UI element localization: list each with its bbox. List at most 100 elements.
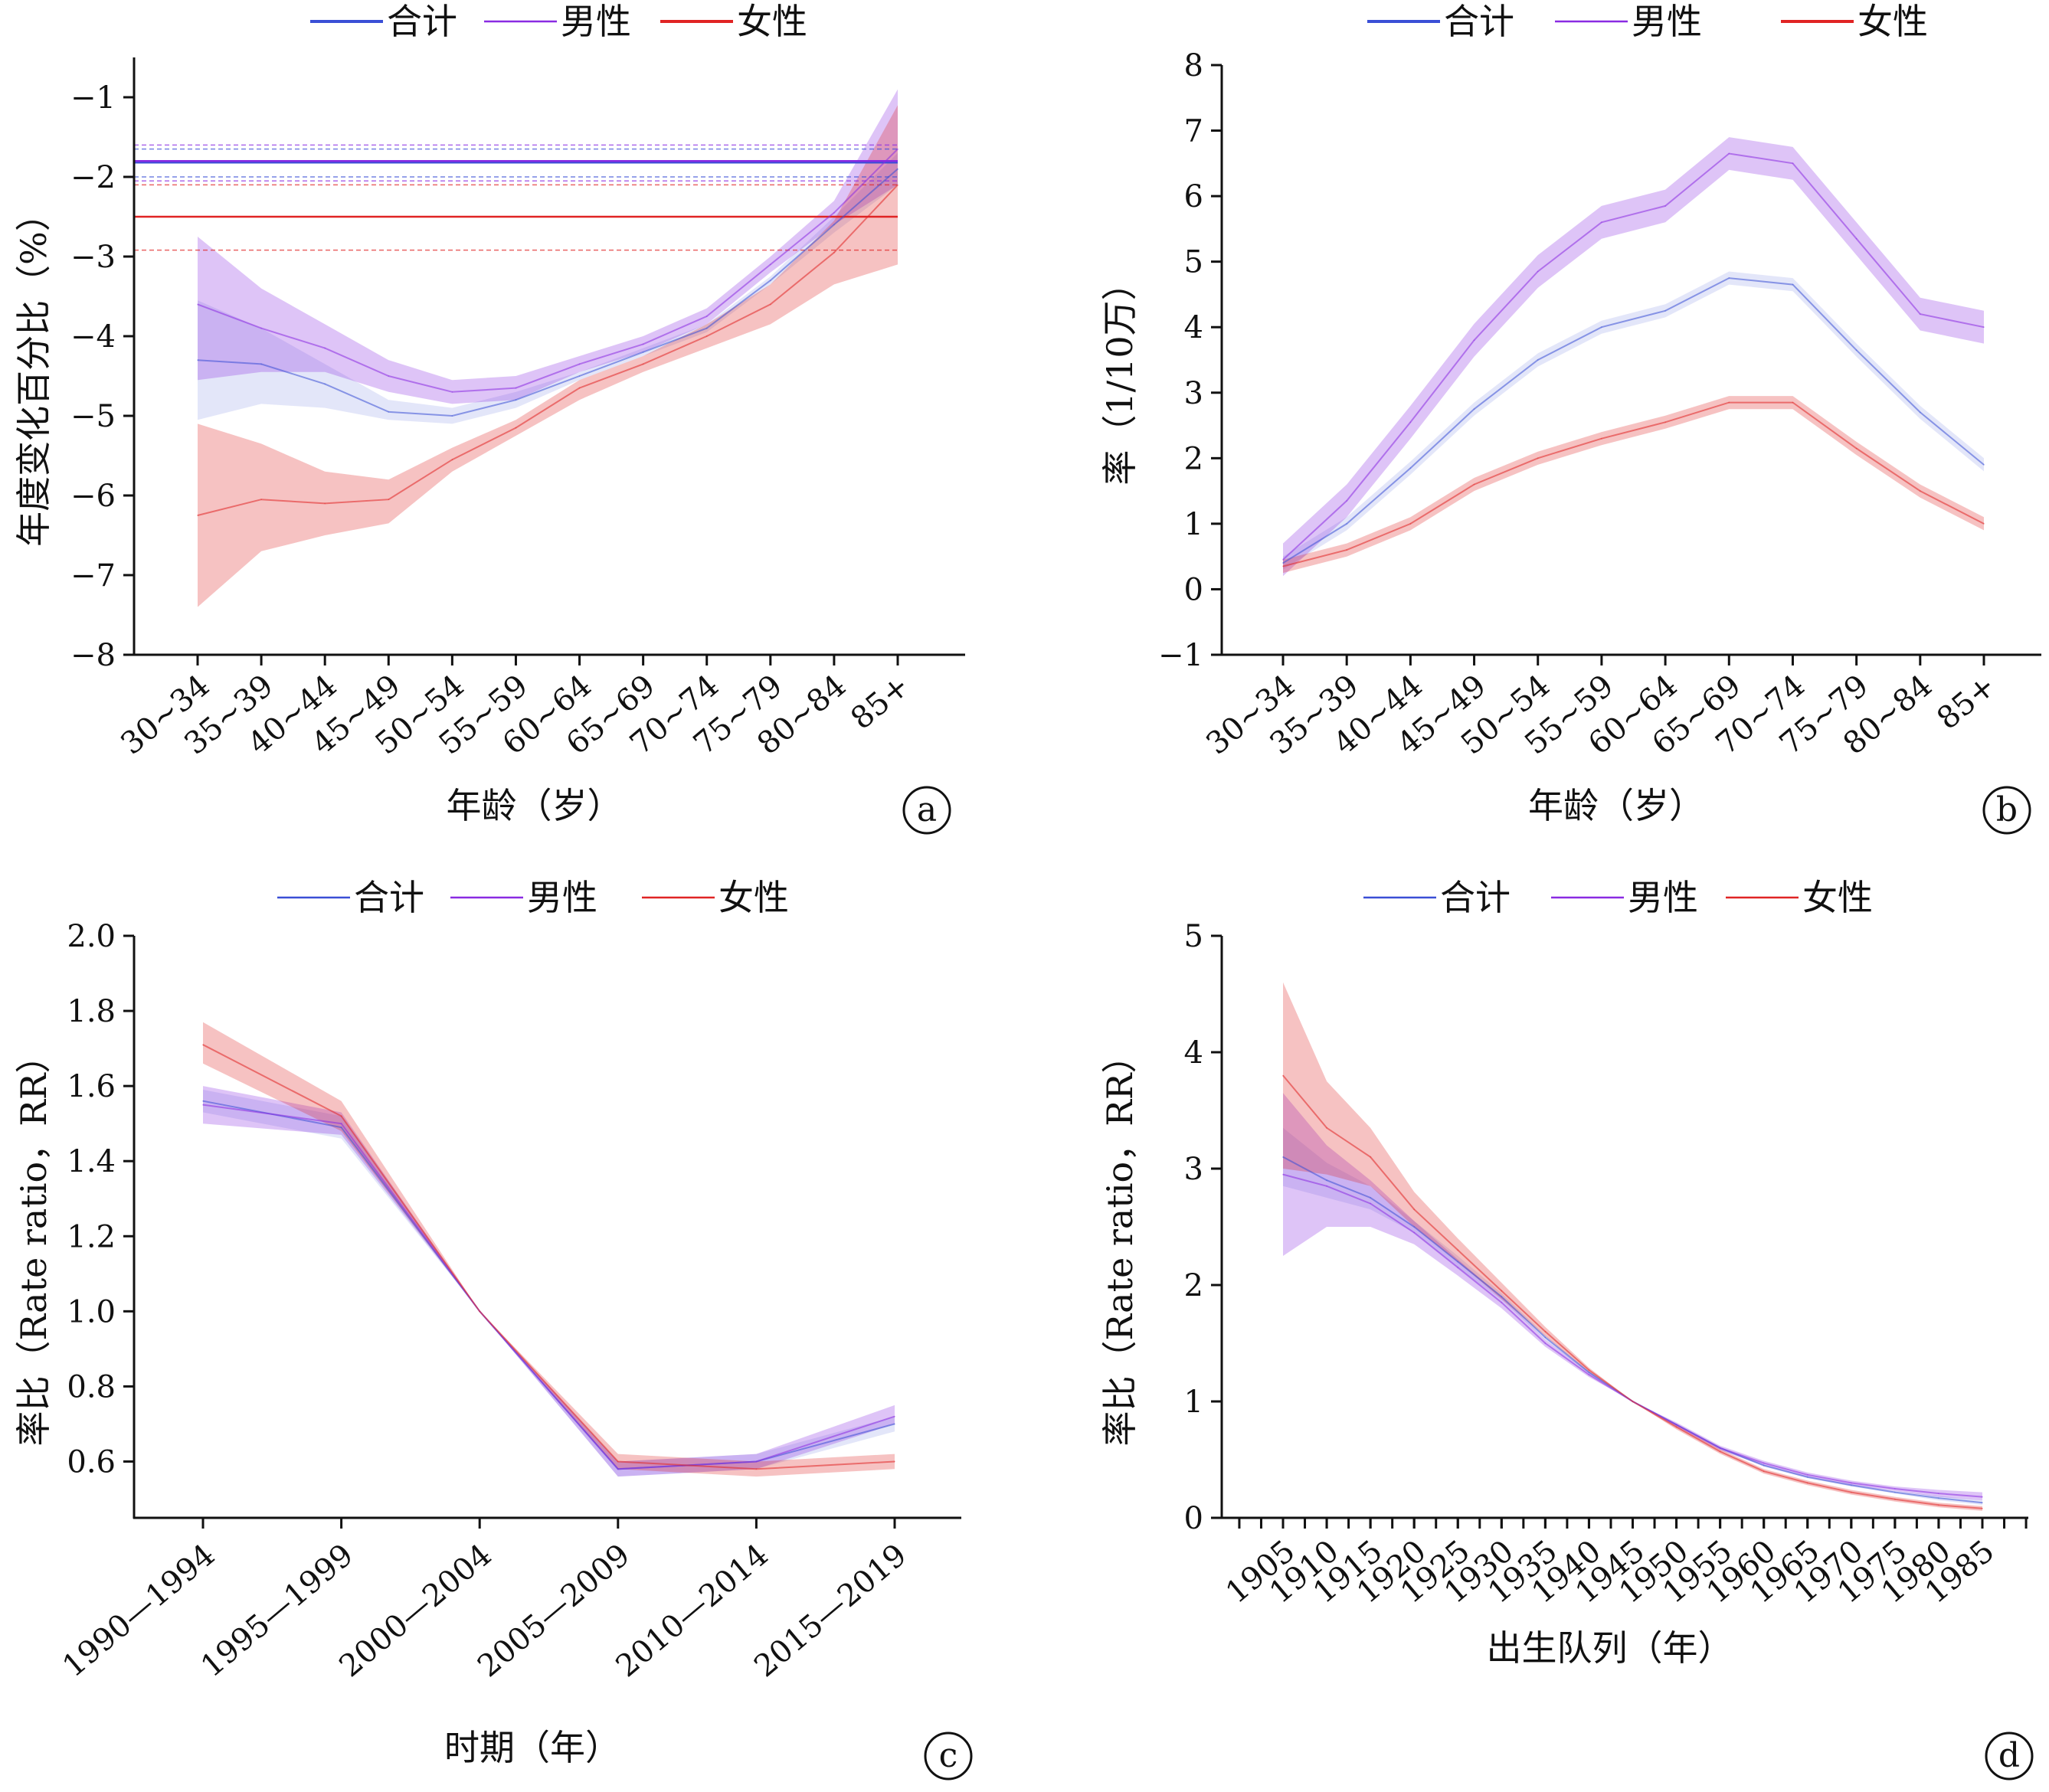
- data-point-total: [1413, 1226, 1415, 1228]
- panel-a: −8−7−6−5−4−3−2−130~3435~3940~4445~4950~5…: [13, 1, 965, 835]
- data-point-total: [197, 359, 198, 361]
- data-point-total: [1544, 1336, 1547, 1339]
- y-tick-label: 4: [1184, 1035, 1203, 1071]
- legend-label-male: 男性: [527, 877, 597, 918]
- data-point-total: [1894, 1491, 1896, 1493]
- data-point-female: [1588, 1369, 1590, 1371]
- data-point-female: [1473, 483, 1475, 486]
- y-tick-label: −7: [70, 558, 116, 594]
- data-point-male: [894, 1415, 895, 1418]
- data-point-total: [894, 1423, 895, 1425]
- ci-band-female: [198, 105, 898, 607]
- y-tick-label: 2: [1184, 441, 1203, 476]
- data-point-female: [1806, 1482, 1808, 1484]
- data-point-female: [1855, 447, 1858, 450]
- data-point-male: [340, 1123, 342, 1124]
- data-point-total: [642, 352, 644, 353]
- data-point-female: [1457, 1249, 1459, 1251]
- series-line-total: [202, 1100, 895, 1470]
- data-point-female: [479, 1310, 480, 1313]
- data-point-total: [833, 224, 835, 226]
- data-point-male: [1282, 1173, 1284, 1176]
- data-point-male: [1326, 1185, 1327, 1187]
- data-point-male: [1806, 1473, 1808, 1476]
- legend-label-total: 合计: [354, 877, 424, 918]
- legend-label-female: 女性: [718, 877, 789, 918]
- legend-label-female: 女性: [1858, 1, 1928, 42]
- data-point-male: [1920, 313, 1921, 315]
- data-point-male: [1719, 1447, 1721, 1449]
- x-axis-title: 年龄（岁）: [447, 785, 623, 826]
- data-point-female: [1632, 1401, 1634, 1402]
- data-point-total: [1326, 1179, 1327, 1181]
- y-axis-title: 年度变化百分比（%）: [13, 196, 54, 547]
- data-point-male: [260, 327, 262, 329]
- y-tick-label: 1.8: [67, 994, 116, 1029]
- data-point-female: [197, 515, 198, 516]
- legend-label-male: 男性: [1632, 1, 1702, 42]
- data-point-total: [1938, 1497, 1939, 1499]
- x-tick-label: 85+: [1930, 668, 2002, 737]
- ci-band-female: [203, 1022, 895, 1477]
- data-point-female: [202, 1044, 204, 1045]
- series-line-female: [197, 184, 898, 516]
- data-point-female: [1413, 1208, 1415, 1210]
- data-point-female: [1282, 1074, 1284, 1077]
- data-point-female: [1920, 490, 1921, 492]
- panel-letter-circle: [924, 1732, 973, 1781]
- data-point-total: [1501, 1296, 1503, 1297]
- ci-band-total: [1283, 271, 1984, 570]
- data-point-female: [1792, 401, 1794, 404]
- data-point-male: [515, 387, 517, 389]
- legend-label-total: 合计: [1444, 1, 1514, 42]
- data-point-female: [642, 363, 644, 365]
- data-point-female: [1851, 1491, 1852, 1493]
- data-point-male: [1346, 500, 1347, 502]
- data-point-female: [388, 499, 390, 500]
- y-tick-label: 0: [1184, 1501, 1203, 1536]
- y-tick-label: 2.0: [67, 919, 116, 954]
- y-tick-label: −5: [70, 399, 116, 434]
- data-point-total: [324, 383, 326, 385]
- data-point-female: [324, 502, 326, 505]
- series-line-male: [1282, 152, 1985, 561]
- data-point-female: [1326, 1127, 1327, 1129]
- data-point-female: [705, 335, 708, 337]
- data-point-total: [1983, 464, 1985, 466]
- data-point-total: [1601, 326, 1602, 329]
- panel-letter-circle: [1985, 1732, 2034, 1781]
- data-point-male: [705, 316, 708, 317]
- data-point-male: [1409, 421, 1412, 423]
- ci-band-total: [203, 1090, 895, 1477]
- y-tick-label: 6: [1184, 179, 1203, 214]
- series-line-female: [202, 1044, 895, 1470]
- data-point-male: [1983, 326, 1985, 329]
- y-tick-label: 1.2: [67, 1219, 116, 1254]
- x-axis-title: 出生队列（年）: [1487, 1627, 1733, 1669]
- x-tick-label: 85+: [844, 668, 916, 737]
- x-tick-label: 1990—1994: [56, 1537, 221, 1684]
- data-point-total: [705, 327, 708, 329]
- data-point-male: [1588, 1374, 1590, 1375]
- data-point-male: [578, 363, 581, 365]
- x-tick-label: 1995—1999: [195, 1537, 360, 1684]
- ci-band-male: [1283, 137, 1984, 577]
- panel-letter-circle: [902, 786, 951, 835]
- x-axis-title: 时期（年）: [444, 1727, 620, 1768]
- series-line-total: [197, 168, 898, 417]
- data-point-female: [1409, 523, 1412, 525]
- data-point-female: [1346, 549, 1347, 551]
- data-point-female: [897, 184, 898, 186]
- y-tick-label: 1.0: [67, 1294, 116, 1329]
- data-point-female: [451, 459, 453, 460]
- data-point-male: [202, 1104, 204, 1106]
- series-line-male: [197, 148, 898, 393]
- data-point-female: [1983, 523, 1985, 525]
- data-point-male: [755, 1460, 758, 1463]
- y-tick-label: 3: [1184, 1152, 1203, 1187]
- data-point-female: [1501, 1290, 1503, 1292]
- panel-b: −101234567830~3435~3940~4445~4950~5455~5…: [1099, 1, 2041, 835]
- y-tick-label: 3: [1184, 376, 1203, 411]
